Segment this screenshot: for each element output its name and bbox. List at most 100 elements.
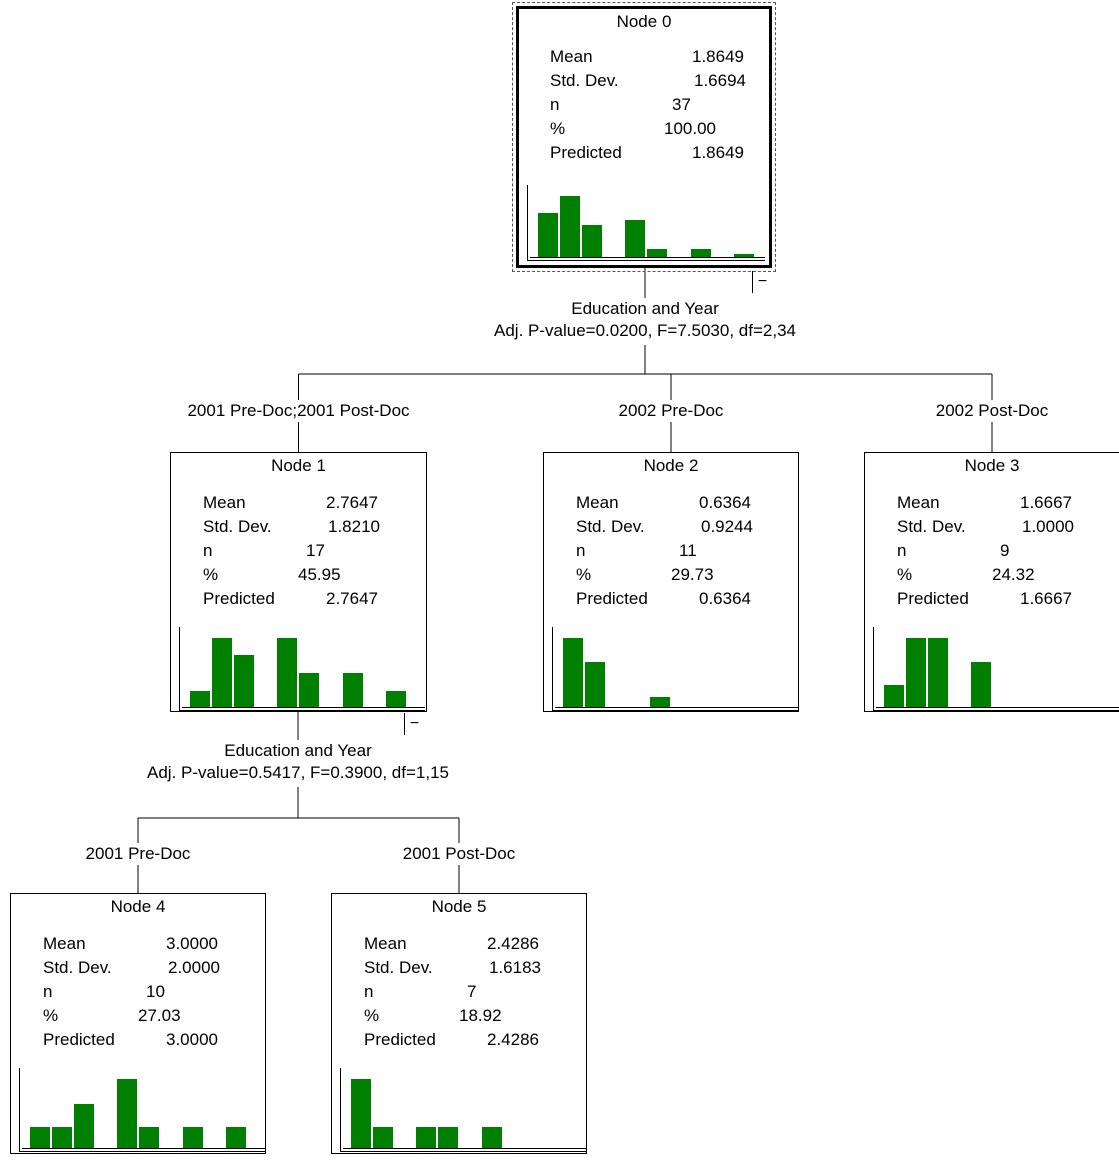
stat-row-percent: % 27.03: [11, 1004, 265, 1028]
stat-label: Std. Dev.: [203, 517, 272, 536]
stat-label: n: [897, 541, 907, 560]
stat-value: 11: [679, 541, 697, 560]
node-histogram: [19, 1068, 265, 1152]
split-variable: Education and Year: [571, 299, 719, 318]
stat-label: %: [550, 119, 566, 138]
histogram-bar: [73, 1104, 94, 1149]
stat-value: 1.8649: [692, 143, 744, 162]
stat-value: 37: [672, 95, 691, 114]
stat-row-std-dev: Std. Dev. 2.0000: [11, 956, 265, 980]
stat-label: Mean: [576, 493, 619, 512]
tree-node[interactable]: Node 5 Mean 2.4286 Std. Dev. 1.6183 n 7% 18.92 P…: [331, 893, 587, 1154]
branch-label: 2001 Post-Doc: [402, 844, 516, 863]
histogram-bar: [559, 196, 580, 258]
stat-label: Predicted: [43, 1030, 115, 1049]
stat-row-n: n 17: [171, 539, 426, 563]
branch-label: 2002 Pre-Doc: [618, 401, 724, 420]
stat-value: 2.4286: [487, 1030, 539, 1049]
stat-value: 1.6667: [1020, 493, 1072, 512]
node-title: Node 4: [110, 897, 166, 916]
stat-value: 2.7647: [326, 589, 378, 608]
histogram-bar: [226, 1127, 247, 1149]
stat-row-n: n 37: [519, 93, 769, 117]
stat-row-std-dev: Std. Dev. 1.6694: [519, 69, 769, 93]
branch-label: 2001 Pre-Doc;2001 Post-Doc: [187, 401, 410, 420]
split-variable: Education and Year: [224, 741, 372, 760]
stat-label: Predicted: [203, 589, 275, 608]
stat-value: 29.73: [671, 565, 714, 584]
stat-row-std-dev: Std. Dev. 0.9244: [544, 515, 798, 539]
stat-row-percent: % 29.73: [544, 563, 798, 587]
stat-label: Mean: [43, 934, 86, 953]
stat-label: %: [364, 1006, 380, 1025]
stat-row-mean: Mean 2.4286: [332, 932, 586, 956]
stat-label: Std. Dev.: [43, 958, 112, 977]
stat-value: 1.6667: [1020, 589, 1072, 608]
stat-value: 0.6364: [699, 493, 751, 512]
stat-label: Std. Dev.: [550, 71, 619, 90]
stat-row-mean: Mean 0.6364: [544, 491, 798, 515]
histogram-bar: [372, 1127, 393, 1149]
histogram-bar: [342, 673, 363, 708]
stat-row-predicted: Predicted 3.0000: [11, 1028, 265, 1052]
stat-value: 45.95: [298, 565, 341, 584]
histogram-bar: [563, 638, 583, 708]
stat-value: 0.6364: [699, 589, 751, 608]
selection-outline: [512, 2, 776, 272]
branch-label: 2001 Pre-Doc: [85, 844, 191, 863]
stat-value: 18.92: [459, 1006, 502, 1025]
histogram-bar: [30, 1127, 50, 1149]
stat-value: 100.00: [664, 119, 716, 138]
stat-value: 3.0000: [166, 934, 218, 953]
histogram-bar: [139, 1127, 159, 1149]
stat-label: %: [897, 565, 913, 584]
histogram-bar: [299, 673, 319, 708]
tree-node[interactable]: Node 0 Mean 1.8649 Std. Dev. 1.6694 n 37% 100.0…: [516, 6, 772, 268]
tree-node[interactable]: Node 1 Mean 2.7647 Std. Dev. 1.8210 n 17% 45.95…: [170, 452, 427, 712]
stat-row-predicted: Predicted 2.4286: [332, 1028, 586, 1052]
histogram-bar: [690, 249, 711, 258]
branch-label: 2002 Post-Doc: [935, 401, 1049, 420]
tree-node[interactable]: Node 4 Mean 3.0000 Std. Dev. 2.0000 n 10% 27.03…: [10, 893, 266, 1154]
stat-value: 3.0000: [166, 1030, 218, 1049]
stat-value: 1.6694: [694, 71, 746, 90]
stat-value: 1.6183: [489, 958, 541, 977]
stat-row-percent: % 24.32: [865, 563, 1119, 587]
stat-value: 2.4286: [487, 934, 539, 953]
stat-row-mean: Mean 1.6667: [865, 491, 1119, 515]
stat-label: n: [364, 982, 374, 1001]
stat-label: n: [550, 95, 560, 114]
stat-row-mean: Mean 3.0000: [11, 932, 265, 956]
stat-value: 10: [146, 982, 165, 1001]
histogram-bar: [386, 691, 407, 708]
collapse-toggle[interactable]: −: [752, 271, 772, 293]
stat-label: Mean: [550, 47, 593, 66]
stat-row-predicted: Predicted 1.8649: [519, 141, 769, 165]
stat-label: Predicted: [550, 143, 622, 162]
stat-row-std-dev: Std. Dev. 1.0000: [865, 515, 1119, 539]
node-title: Node 5: [431, 897, 487, 916]
tree-node[interactable]: Node 2 Mean 0.6364 Std. Dev. 0.9244 n 11 % 29.73…: [543, 452, 799, 712]
stat-row-std-dev: Std. Dev. 1.8210: [171, 515, 426, 539]
histogram-bar: [51, 1127, 72, 1149]
stat-row-n: n 10: [11, 980, 265, 1004]
stat-label: Predicted: [576, 589, 648, 608]
histogram-bar: [581, 225, 602, 258]
collapse-toggle[interactable]: −: [404, 713, 424, 735]
stat-row-percent: % 45.95: [171, 563, 426, 587]
histogram-bar: [625, 220, 646, 258]
stat-label: Std. Dev.: [576, 517, 645, 536]
stat-row-predicted: Predicted 1.6667: [865, 587, 1119, 611]
stat-row-mean: Mean 1.8649: [519, 45, 769, 69]
tree-node[interactable]: Node 3 Mean 1.6667 Std. Dev. 1.0000 n 9% 24.32 P…: [864, 452, 1119, 712]
stat-label: n: [576, 541, 586, 560]
histogram-bar: [971, 662, 992, 708]
histogram-bar: [884, 685, 904, 708]
node-histogram: [527, 185, 765, 261]
node-title: Node 2: [643, 456, 699, 475]
stat-row-mean: Mean 2.7647: [171, 491, 426, 515]
histogram-bar: [734, 254, 755, 258]
stat-row-std-dev: Std. Dev. 1.6183: [332, 956, 586, 980]
